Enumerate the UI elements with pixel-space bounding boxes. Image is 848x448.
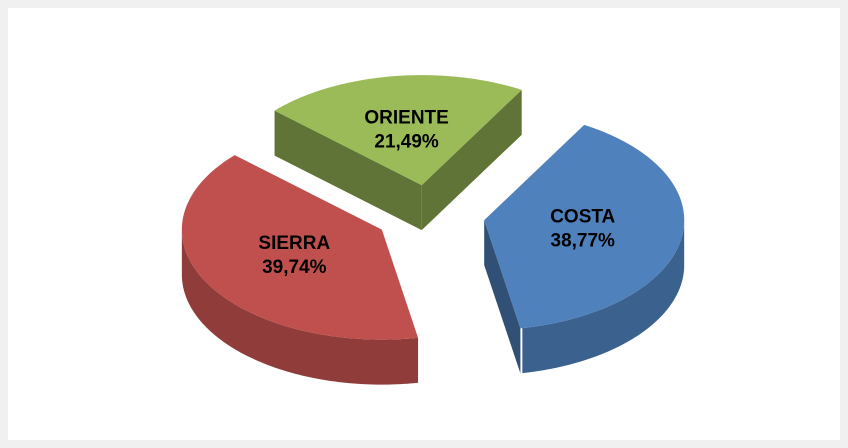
slice-label: SIERRA bbox=[258, 233, 330, 254]
slice-value: 38,77% bbox=[551, 231, 616, 252]
slice-top bbox=[484, 124, 685, 329]
slice-side bbox=[484, 220, 521, 374]
slice-label: COSTA bbox=[550, 207, 615, 228]
slice-value: 39,74% bbox=[262, 257, 327, 278]
slice-top bbox=[274, 75, 522, 186]
slice-value: 21,49% bbox=[374, 132, 439, 153]
slice-top bbox=[181, 155, 419, 340]
slice-side bbox=[421, 89, 522, 231]
slice-wall bbox=[522, 218, 685, 374]
slice: SIERRA 39,74% bbox=[181, 155, 419, 385]
slice: COSTA 38,77% bbox=[484, 124, 685, 374]
slice-label: ORIENTE bbox=[364, 108, 448, 129]
slice-wall bbox=[181, 228, 419, 385]
slice-side bbox=[274, 110, 422, 231]
slice: ORIENTE 21,49% bbox=[274, 75, 522, 231]
